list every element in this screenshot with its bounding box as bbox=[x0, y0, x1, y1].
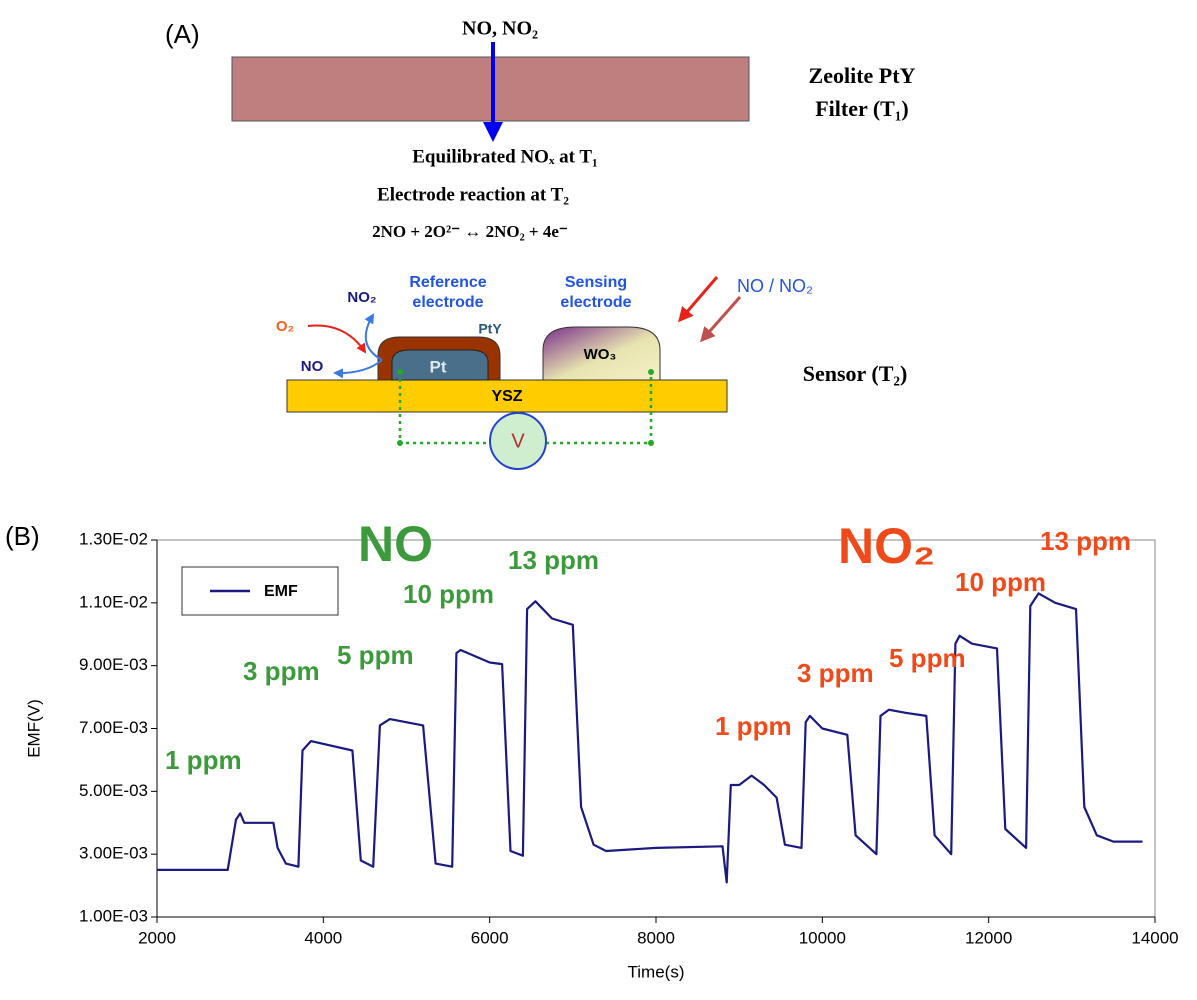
no2-arrow bbox=[364, 313, 383, 361]
x-tick-label: 12000 bbox=[965, 928, 1012, 947]
legend-box bbox=[181, 566, 339, 616]
node bbox=[648, 369, 654, 375]
filter-label: Zeolite PtY bbox=[809, 63, 916, 88]
annotation: 1 ppm bbox=[715, 711, 792, 741]
annotation: 10 ppm bbox=[403, 579, 494, 609]
legend-label: EMF bbox=[264, 583, 298, 600]
annotation: 10 ppm bbox=[955, 567, 1046, 597]
x-tick-label: 14000 bbox=[1131, 928, 1178, 947]
pt-electrode bbox=[391, 349, 489, 381]
y-tick-label: 1.30E-02 bbox=[79, 529, 148, 548]
reference-label: electrode bbox=[412, 294, 483, 311]
reaction-label: Electrode reaction at T₂ bbox=[377, 184, 569, 205]
y-tick-label: 9.00E-03 bbox=[79, 655, 148, 674]
x-tick-label: 2000 bbox=[138, 928, 176, 947]
y-axis-label: EMF(V) bbox=[24, 699, 43, 758]
y-tick-label: 1.10E-02 bbox=[79, 592, 148, 611]
panel-label: (A) bbox=[165, 19, 200, 49]
no2-label: NO₂ bbox=[347, 289, 376, 306]
x-tick-label: 6000 bbox=[471, 928, 509, 947]
no-arrow bbox=[333, 359, 383, 379]
y-tick-label: 5.00E-03 bbox=[79, 781, 148, 800]
annotation: NO₂ bbox=[838, 518, 935, 574]
annotation: 5 ppm bbox=[889, 643, 966, 673]
voltmeter-label: V bbox=[511, 430, 525, 452]
y-tick-label: 1.00E-03 bbox=[79, 906, 148, 925]
line-series bbox=[157, 592, 1143, 884]
annotation: 13 ppm bbox=[508, 545, 599, 575]
annotation: 3 ppm bbox=[797, 658, 874, 688]
equation: 2NO + 2O²⁻ ↔ 2NO₂ + 4e⁻ bbox=[372, 222, 568, 241]
node bbox=[648, 440, 654, 446]
annotation: 5 ppm bbox=[337, 640, 414, 670]
x-tick-label: 8000 bbox=[637, 928, 675, 947]
o2-label: O₂ bbox=[276, 318, 294, 335]
ysz-label: YSZ bbox=[491, 388, 522, 405]
sensing-label: Sensing bbox=[565, 274, 627, 291]
sensor-label: Sensor (T₂) bbox=[803, 361, 908, 386]
panel-label: (B) bbox=[5, 521, 40, 551]
annotation: 1 ppm bbox=[165, 745, 242, 775]
gas-arrow bbox=[700, 296, 742, 343]
reference-label: Reference bbox=[409, 274, 486, 291]
gas-label: NO / NO₂ bbox=[737, 276, 813, 296]
equilibrated-label: Equilibrated NOₓ at T₁ bbox=[412, 146, 598, 167]
annotation: 13 ppm bbox=[1040, 526, 1131, 556]
no-label: NO bbox=[301, 358, 324, 375]
inlet-label: NO, NO₂ bbox=[462, 18, 538, 40]
wo3-electrode bbox=[542, 326, 661, 381]
pt-label: Pt bbox=[430, 357, 447, 376]
pty-label: PtY bbox=[478, 321, 502, 337]
ysz-substrate bbox=[286, 379, 728, 413]
panel-a: (A) NO, NO₂ Zeolite PtY Filter (T₁) Equi… bbox=[165, 18, 916, 470]
annotation: NO bbox=[358, 516, 433, 572]
voltmeter bbox=[489, 412, 547, 470]
wo3-label: WO₃ bbox=[584, 346, 617, 363]
x-axis-label: Time(s) bbox=[628, 962, 685, 981]
filter bbox=[231, 56, 750, 122]
x-tick-label: 10000 bbox=[799, 928, 846, 947]
y-tick-label: 3.00E-03 bbox=[79, 844, 148, 863]
x-tick-label: 4000 bbox=[304, 928, 342, 947]
y-tick-label: 7.00E-03 bbox=[79, 718, 148, 737]
node bbox=[397, 369, 403, 375]
node bbox=[397, 440, 403, 446]
chart: 1.00E-03 3.00E-03 5.00E-03 7.00E-03 9.00E-03… bbox=[24, 516, 1178, 981]
annotation: 3 ppm bbox=[243, 656, 320, 686]
gas-arrow bbox=[678, 276, 719, 323]
o2-arrow bbox=[307, 324, 367, 354]
sensing-label: electrode bbox=[560, 294, 631, 311]
filter-label: Filter (T₁) bbox=[815, 96, 909, 121]
